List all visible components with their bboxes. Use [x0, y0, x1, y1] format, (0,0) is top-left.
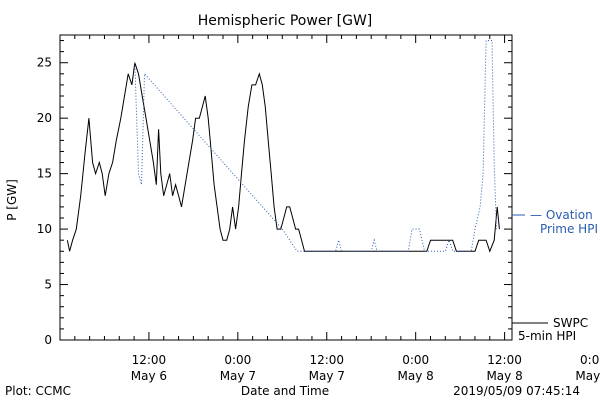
- x-tick-date-label: May 6: [131, 369, 167, 383]
- x-tick-time-label: 12:00: [487, 353, 522, 367]
- x-tick-date-label: May 8: [486, 369, 522, 383]
- y-tick-label: 15: [37, 167, 52, 181]
- y-tick-label: 5: [44, 278, 52, 292]
- y-tick-label: 10: [37, 222, 52, 236]
- x-tick-time-label: 0:00: [580, 353, 600, 367]
- y-axis-ticks: 0 5 10 15 20 25: [37, 40, 512, 347]
- x-axis-label: Date and Time: [241, 384, 329, 398]
- x-tick-time-label: 0:00: [402, 353, 429, 367]
- chart-title: Hemispheric Power [GW]: [198, 13, 373, 29]
- series-swpc-line: [66, 62, 500, 253]
- footer-plot-credit: Plot: CCMC: [5, 384, 71, 398]
- x-tick-date-label: May 7: [309, 369, 345, 383]
- legend-ovation-label: Prime HPI: [540, 222, 598, 236]
- x-tick-time-label: 12:00: [309, 353, 344, 367]
- legend-ovation-marker: — Ovation: [530, 208, 593, 222]
- x-tick-date-label: May 8: [398, 369, 434, 383]
- y-tick-label: 0: [44, 333, 52, 347]
- y-tick-label: 20: [37, 111, 52, 125]
- x-tick-date-label: May 9: [575, 369, 600, 383]
- x-tick-time-label: 0:00: [224, 353, 251, 367]
- x-tick-date-label: May 7: [220, 369, 256, 383]
- y-tick-label: 25: [37, 56, 52, 70]
- legend-swpc-label: 5-min HPI: [518, 329, 576, 343]
- x-axis-ticks: 12:00 May 6 0:00 May 7 12:00 May 7 0:00 May 8 12…: [59, 35, 600, 383]
- footer-timestamp: 2019/05/09 07:45:14: [453, 384, 580, 398]
- data-series: [66, 40, 500, 253]
- series-ovation-line: [134, 40, 497, 252]
- y-axis-label: P [GW]: [5, 179, 19, 221]
- legend-swpc-marker: SWPC: [553, 316, 588, 330]
- x-tick-time-label: 12:00: [132, 353, 167, 367]
- plot-frame: [59, 34, 513, 341]
